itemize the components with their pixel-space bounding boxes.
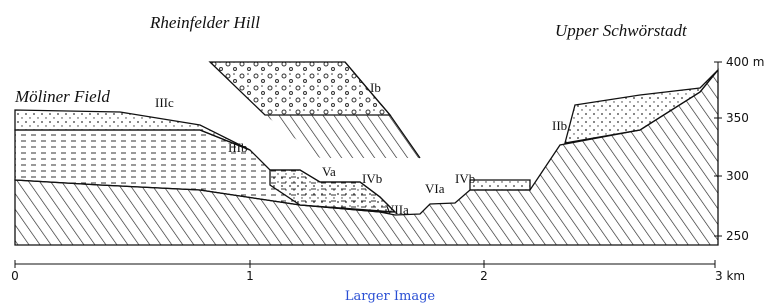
cross-section: Rheinfelder Hill Upper Schwörstadt Mölin…: [0, 0, 780, 288]
height-labels: 400 m 350 300 250: [726, 55, 764, 243]
height-label: 300: [726, 169, 749, 183]
terrace-label: IIb: [552, 118, 567, 133]
terrace-label: VIa: [425, 181, 445, 196]
height-label: 350: [726, 111, 749, 125]
terrace-label: Ib: [370, 80, 381, 95]
terrace-label: VIIa: [385, 202, 409, 217]
distance-label: 2: [480, 269, 488, 283]
geology: [15, 62, 718, 245]
distance-label: 0: [11, 269, 19, 283]
distance-label: 1: [246, 269, 254, 283]
distance-label: 3 km: [715, 269, 745, 283]
distance-labels: 0 1 2 3 km: [11, 269, 745, 283]
height-label: 400 m: [726, 55, 764, 69]
terrace-label: Va: [322, 164, 336, 179]
distance-scale: [15, 260, 715, 268]
terrace-label: IVb: [362, 171, 382, 186]
hill-label: Rheinfelder Hill: [149, 13, 260, 32]
height-label: 250: [726, 229, 749, 243]
terrace-label: IIIb: [228, 140, 248, 155]
larger-image-link[interactable]: Larger Image: [0, 289, 780, 304]
field-label: Möliner Field: [14, 87, 110, 106]
page: Rheinfelder Hill Upper Schwörstadt Mölin…: [0, 0, 780, 307]
terrace-label: IVb: [455, 171, 475, 186]
terrace-label: IIIc: [155, 95, 174, 110]
town-label: Upper Schwörstadt: [555, 21, 688, 40]
